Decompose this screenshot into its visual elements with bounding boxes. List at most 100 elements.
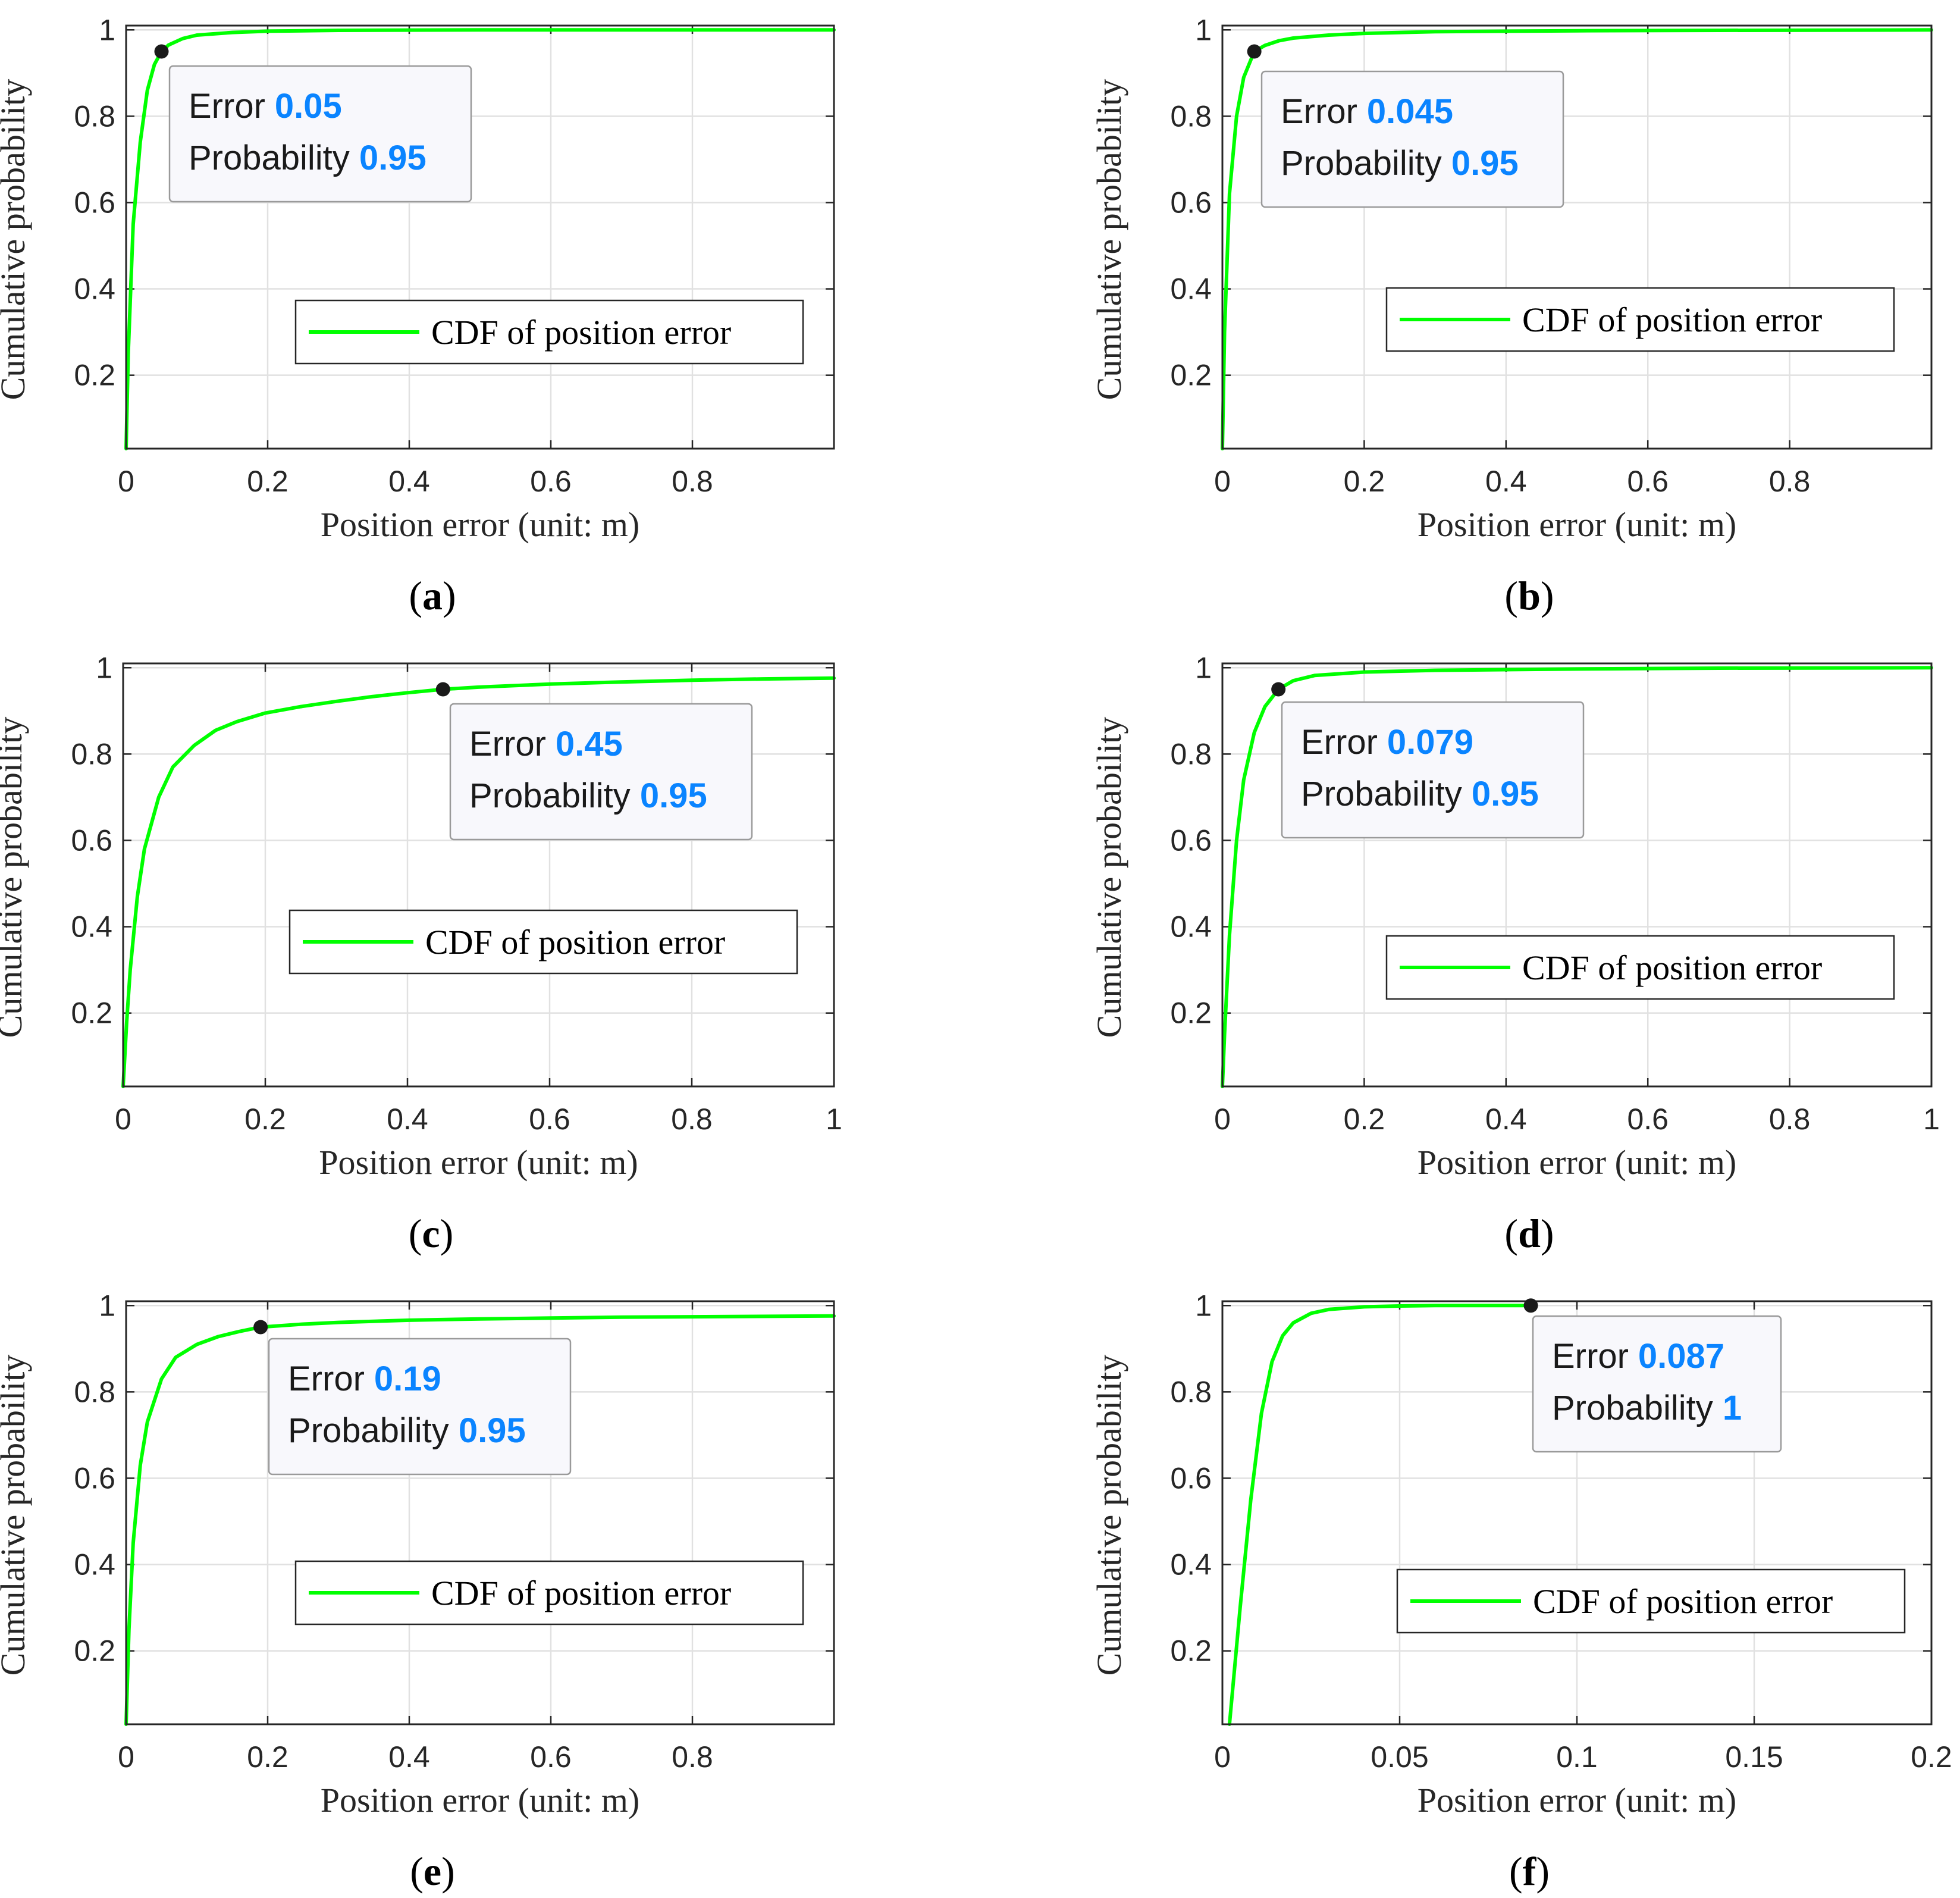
x-tick-label: 0.4 <box>388 1740 430 1774</box>
data-point <box>337 1321 340 1324</box>
panel-c: 0 0.2 0.4 0.6 0.8 1 0.2 0.4 0.6 0.8 1 Position erro… <box>0 651 842 1256</box>
x-tick-label: 0.8 <box>672 1740 713 1774</box>
y-tick-label: 0.6 <box>74 186 115 219</box>
legend: CDF of position error <box>1385 287 1895 352</box>
panel-a: 0 0.2 0.4 0.6 0.8 0.2 0.4 0.6 0.8 1 Position error… <box>0 13 836 618</box>
data-point <box>1575 667 1579 671</box>
datatip-probability-row: Probability 0.95 <box>1301 775 1539 813</box>
x-tick-label: 0 <box>1214 1740 1231 1774</box>
panel-caption: (a) <box>409 573 456 618</box>
x-tick-label: 0.4 <box>388 465 430 498</box>
legend-label: CDF of position error <box>431 1574 731 1612</box>
data-point <box>548 682 551 686</box>
data-point <box>1260 1412 1263 1415</box>
caption-letter: d <box>1518 1211 1541 1256</box>
series-line-cdf <box>124 28 836 450</box>
datatip-probability-label: Probability <box>1301 775 1462 813</box>
data-point <box>131 1541 135 1545</box>
datatip-probability-row: Probability 0.95 <box>189 139 427 177</box>
datatip-error-value: 0.19 <box>374 1360 441 1398</box>
datatip-error-value: 0.087 <box>1638 1337 1724 1376</box>
data-point <box>146 89 149 92</box>
y-axis-label: Cumulative probability <box>1090 79 1128 400</box>
data-point <box>131 223 135 226</box>
x-tick-label: 0.15 <box>1725 1740 1783 1774</box>
caption-open-paren: ( <box>1504 573 1518 618</box>
x-axis-label: Position error (unit: m) <box>321 1781 639 1819</box>
data-point <box>1362 1305 1366 1308</box>
x-tick-label: 0.8 <box>671 1103 713 1136</box>
y-axis-label: Cumulative probability <box>1090 1355 1128 1676</box>
legend: CDF of position error <box>1396 1568 1906 1634</box>
data-point <box>761 677 765 681</box>
data-point <box>407 1318 411 1322</box>
data-point <box>139 140 142 144</box>
y-tick-label: 0.8 <box>74 99 115 133</box>
legend: CDF of position error <box>1385 935 1895 1000</box>
data-point <box>231 31 234 35</box>
y-tick-label: 0.8 <box>1170 737 1212 771</box>
axes-frame <box>1221 662 1933 1088</box>
datatip-probability-value: 0.95 <box>459 1411 526 1450</box>
data-point <box>477 685 481 689</box>
datatip-probability-label: Probability <box>1281 144 1442 183</box>
datatip-error-row: Error 0.19 <box>288 1360 441 1398</box>
data-point <box>195 33 199 37</box>
y-tick-label: 0.2 <box>71 997 112 1030</box>
data-point <box>1291 679 1295 682</box>
data-point <box>337 29 340 32</box>
axes-frame <box>1221 1300 1933 1725</box>
data-point <box>299 705 303 709</box>
datatip-error-label: Error <box>1281 92 1357 131</box>
data-point <box>1309 1311 1313 1315</box>
data-point <box>214 728 217 732</box>
legend: CDF of position error <box>288 909 798 975</box>
y-tick-label: 0.6 <box>1170 823 1212 857</box>
data-point <box>139 1464 142 1467</box>
panel-e: 0 0.2 0.4 0.6 0.8 0.2 0.4 0.6 0.8 1 Position error… <box>0 1289 836 1894</box>
data-point <box>143 847 146 851</box>
caption-open-paren: ( <box>409 573 422 618</box>
data-point <box>1277 39 1281 42</box>
datatip-error-row: Error 0.079 <box>1301 723 1473 762</box>
legend-label: CDF of position error <box>431 313 731 352</box>
y-tick-label: 1 <box>99 1289 115 1322</box>
data-point <box>335 700 338 703</box>
caption-letter: b <box>1518 573 1541 618</box>
datatip-box: Error 0.045 Probability 0.95 <box>1260 70 1564 208</box>
data-point <box>370 695 374 699</box>
panel-caption: (d) <box>1504 1211 1554 1256</box>
legend-label: CDF of position error <box>1533 1582 1833 1621</box>
data-point <box>127 1627 131 1631</box>
series-line-cdf <box>1221 28 1933 450</box>
data-point <box>235 720 239 724</box>
data-point <box>174 1355 177 1359</box>
y-tick-label: 1 <box>99 13 115 46</box>
data-point <box>146 1420 149 1424</box>
x-tick-label: 0.8 <box>672 465 713 498</box>
caption-open-paren: ( <box>1504 1211 1518 1256</box>
legend-frame <box>1396 1568 1906 1634</box>
data-point <box>217 1335 220 1338</box>
x-tick-label: 1 <box>1923 1103 1940 1136</box>
caption-close-paren: ) <box>441 1849 455 1894</box>
x-tick-label: 0 <box>115 1103 131 1136</box>
data-point <box>1270 1360 1274 1364</box>
y-tick-label: 0.4 <box>71 910 112 944</box>
datatip-probability-label: Probability <box>288 1411 449 1450</box>
datatip-marker <box>253 1320 268 1335</box>
x-tick-label: 0.4 <box>387 1103 428 1136</box>
legend-label: CDF of position error <box>425 923 725 961</box>
datatip-probability-label: Probability <box>469 776 631 815</box>
datatip-error-label: Error <box>469 725 546 763</box>
datatip-probability-label: Probability <box>189 139 350 177</box>
data-point <box>406 691 409 694</box>
datatip-error-row: Error 0.05 <box>189 87 342 126</box>
caption-letter: f <box>1523 1849 1537 1894</box>
caption-letter: a <box>422 573 443 618</box>
x-tick-label: 0.8 <box>1769 1103 1811 1136</box>
datatip-probability-row: Probability 0.95 <box>469 776 707 815</box>
panel-d: 0 0.2 0.4 0.6 0.8 1 0.2 0.4 0.6 0.8 1 Position erro… <box>1090 651 1940 1256</box>
data-point <box>1228 192 1231 196</box>
datatip-error-label: Error <box>189 87 265 126</box>
